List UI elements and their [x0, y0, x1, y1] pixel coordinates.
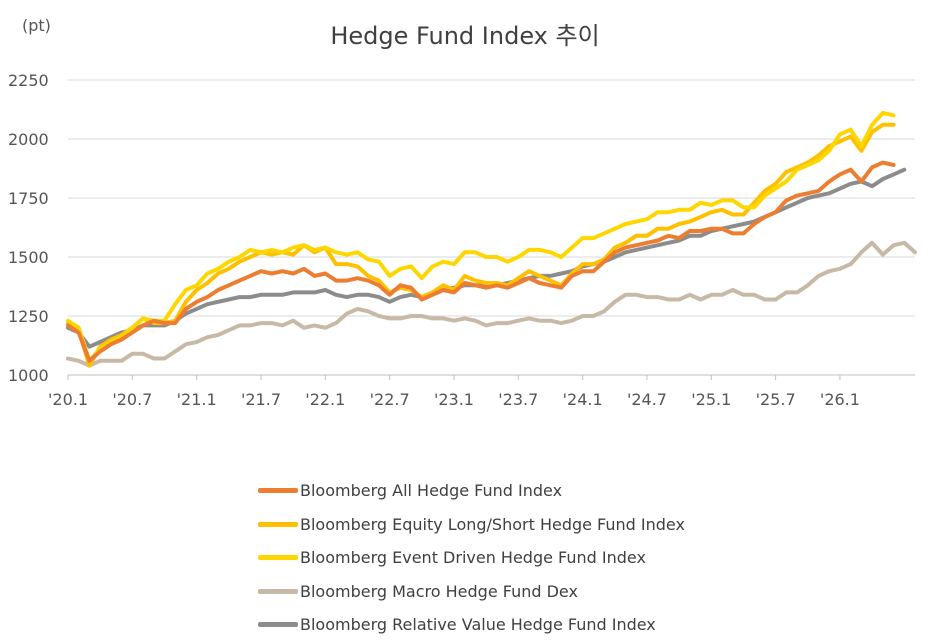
chart-title: Hedge Fund Index 추이 [330, 22, 600, 50]
legend-item: Bloomberg Relative Value Hedge Fund Inde… [258, 608, 685, 642]
line-chart: 1000 1250 1500 1750 2000 2250 '20.1 '20.7 '21.1 '… [8, 71, 917, 409]
series-line [66, 240, 917, 368]
legend-item: Bloomberg All Hedge Fund Index [258, 474, 685, 508]
x-tick-label: '25.7 [756, 390, 796, 409]
series-line [66, 122, 896, 368]
y-tick-label: 1000 [8, 366, 49, 385]
x-tick-label: '22.7 [370, 390, 410, 409]
legend-label: Bloomberg Equity Long/Short Hedge Fund I… [300, 514, 685, 534]
series-lines [66, 111, 917, 368]
series-line [66, 160, 896, 363]
x-tick-label: '24.7 [627, 390, 667, 409]
y-tick-label: 1500 [8, 248, 49, 267]
legend-swatch [258, 488, 298, 494]
x-tick-label: '24.1 [563, 390, 603, 409]
y-tick-label: 2250 [8, 71, 49, 90]
y-tick-label: 1750 [8, 189, 49, 208]
x-tick-label: '25.1 [691, 390, 731, 409]
series-line [66, 111, 896, 363]
x-tick-label: '23.1 [434, 390, 474, 409]
legend-swatch [258, 622, 298, 628]
y-tick-label: 1250 [8, 307, 49, 326]
legend-label: Bloomberg Relative Value Hedge Fund Inde… [300, 615, 656, 635]
legend-item: Bloomberg Macro Hedge Fund Dex [258, 575, 685, 609]
axes: 1000 1250 1500 1750 2000 2250 '20.1 '20.7 '21.1 '… [8, 71, 915, 409]
x-tick-label: '21.7 [241, 390, 281, 409]
legend-swatch [258, 521, 298, 527]
legend-item: Bloomberg Equity Long/Short Hedge Fund I… [258, 508, 685, 542]
legend-label: Bloomberg All Hedge Fund Index [300, 481, 563, 501]
x-tick-label: '26.1 [820, 390, 860, 409]
y-tick-label: 2000 [8, 130, 49, 149]
x-tick-label: '20.1 [48, 390, 88, 409]
x-tick-label: '22.1 [305, 390, 345, 409]
x-tick-label: '23.7 [498, 390, 538, 409]
legend-item: Bloomberg Event Driven Hedge Fund Index [258, 541, 685, 575]
legend: Bloomberg All Hedge Fund Index Bloomberg … [258, 474, 685, 642]
legend-label: Bloomberg Event Driven Hedge Fund Index [300, 548, 646, 568]
legend-swatch [258, 555, 298, 561]
y-axis-unit-label: (pt) [22, 16, 51, 35]
legend-label: Bloomberg Macro Hedge Fund Dex [300, 581, 578, 601]
x-tick-label: '21.1 [177, 390, 217, 409]
legend-swatch [258, 588, 298, 594]
x-tick-label: '20.7 [112, 390, 152, 409]
